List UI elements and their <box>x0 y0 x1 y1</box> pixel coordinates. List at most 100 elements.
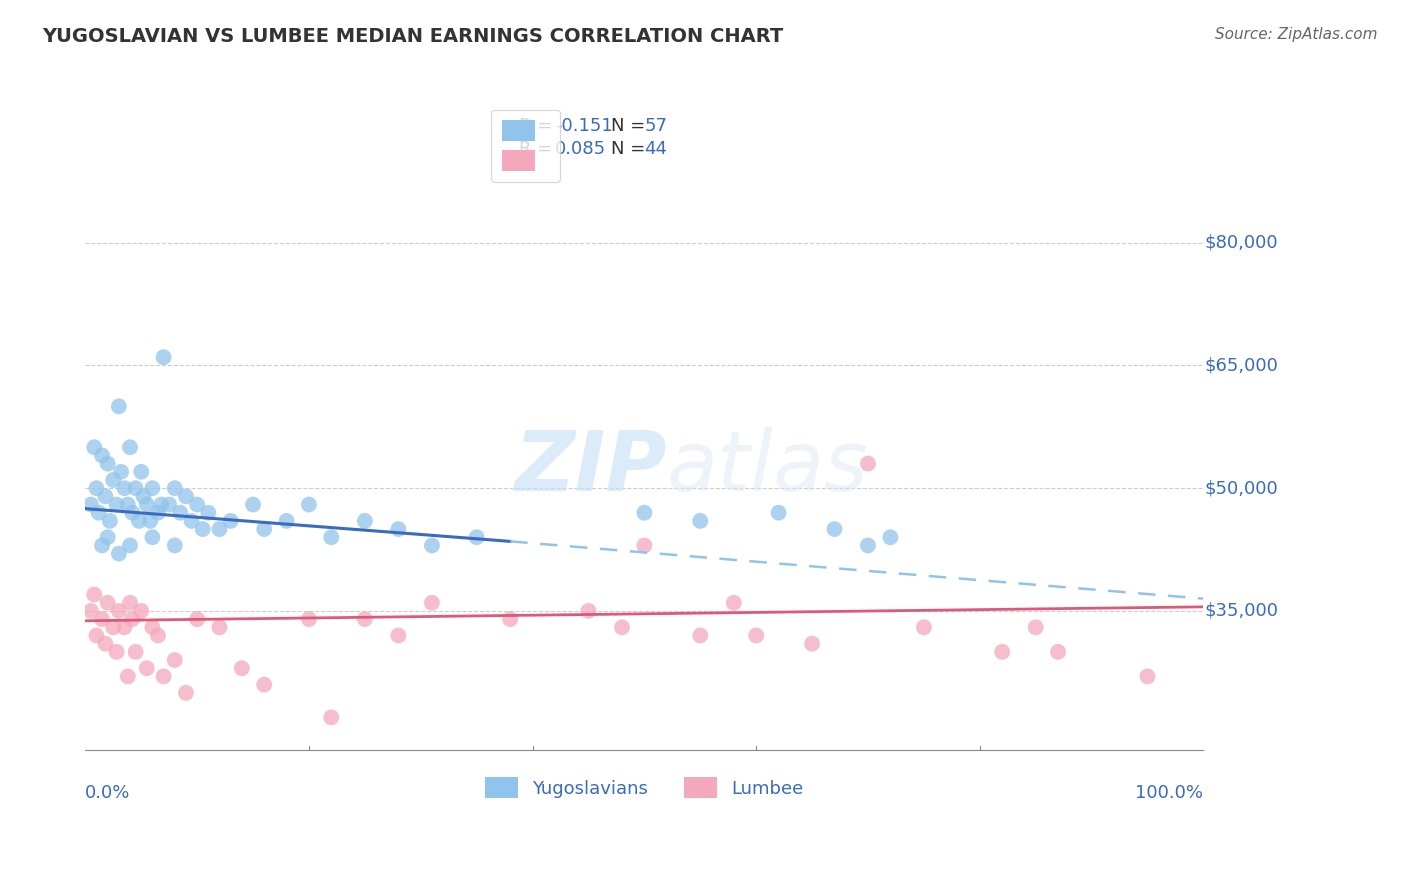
Point <box>723 596 745 610</box>
Point <box>86 481 108 495</box>
Point <box>97 457 120 471</box>
Point <box>197 506 219 520</box>
Point <box>152 669 174 683</box>
Point <box>191 522 214 536</box>
Point <box>103 620 125 634</box>
Point <box>465 530 488 544</box>
Point <box>208 620 231 634</box>
Point <box>105 645 128 659</box>
Point <box>121 612 143 626</box>
Point <box>141 481 163 495</box>
Point <box>124 645 146 659</box>
Text: $65,000: $65,000 <box>1205 357 1278 375</box>
Point <box>242 498 264 512</box>
Text: Source: ZipAtlas.com: Source: ZipAtlas.com <box>1215 27 1378 42</box>
Text: $50,000: $50,000 <box>1205 479 1278 497</box>
Point <box>87 506 110 520</box>
Point <box>186 612 208 626</box>
Point <box>118 596 141 610</box>
Point <box>353 612 375 626</box>
Point <box>745 628 768 642</box>
Point <box>387 628 409 642</box>
Point <box>174 686 197 700</box>
Point <box>633 539 655 553</box>
Text: N =: N = <box>610 117 651 135</box>
Point <box>83 588 105 602</box>
Point <box>128 514 150 528</box>
Point <box>105 498 128 512</box>
Point <box>1047 645 1070 659</box>
Point <box>98 514 121 528</box>
Point <box>633 506 655 520</box>
Point <box>121 506 143 520</box>
Point <box>94 637 117 651</box>
Legend: Yugoslavians, Lumbee: Yugoslavians, Lumbee <box>474 766 814 809</box>
Point <box>298 612 321 626</box>
Point <box>856 539 879 553</box>
Point <box>856 457 879 471</box>
Point <box>129 465 152 479</box>
Point <box>180 514 202 528</box>
Point <box>91 449 114 463</box>
Point <box>321 710 343 724</box>
Point <box>108 547 131 561</box>
Text: N =: N = <box>610 140 651 158</box>
Text: 0.085: 0.085 <box>555 140 606 158</box>
Point <box>141 530 163 544</box>
Point <box>163 653 186 667</box>
Point <box>132 489 155 503</box>
Point <box>163 481 186 495</box>
Point <box>150 498 173 512</box>
Point <box>1025 620 1047 634</box>
Point <box>114 620 136 634</box>
Point <box>139 514 162 528</box>
Point <box>321 530 343 544</box>
Text: R =: R = <box>519 117 558 135</box>
Point <box>97 596 120 610</box>
Point <box>768 506 790 520</box>
Text: ZIP: ZIP <box>515 427 666 508</box>
Point <box>253 522 276 536</box>
Point <box>94 489 117 503</box>
Point <box>117 669 139 683</box>
Text: 44: 44 <box>644 140 668 158</box>
Text: YUGOSLAVIAN VS LUMBEE MEDIAN EARNINGS CORRELATION CHART: YUGOSLAVIAN VS LUMBEE MEDIAN EARNINGS CO… <box>42 27 783 45</box>
Point <box>578 604 600 618</box>
Point <box>117 498 139 512</box>
Point <box>108 604 131 618</box>
Point <box>135 661 157 675</box>
Point <box>387 522 409 536</box>
Point <box>80 498 103 512</box>
Point <box>118 440 141 454</box>
Point <box>141 620 163 634</box>
Point <box>103 473 125 487</box>
Point <box>420 539 443 553</box>
Point <box>420 596 443 610</box>
Point <box>86 628 108 642</box>
Point <box>353 514 375 528</box>
Point <box>169 506 191 520</box>
Point <box>186 498 208 512</box>
Point <box>91 612 114 626</box>
Point <box>219 514 242 528</box>
Point <box>689 628 711 642</box>
Point <box>80 604 103 618</box>
Text: $80,000: $80,000 <box>1205 234 1278 252</box>
Text: R =: R = <box>519 140 558 158</box>
Point <box>1136 669 1159 683</box>
Point <box>157 498 180 512</box>
Point <box>912 620 935 634</box>
Point <box>108 400 131 414</box>
Text: $35,000: $35,000 <box>1205 602 1278 620</box>
Point <box>208 522 231 536</box>
Text: atlas: atlas <box>666 427 869 508</box>
Point <box>114 481 136 495</box>
Point <box>163 539 186 553</box>
Point <box>135 498 157 512</box>
Point <box>129 604 152 618</box>
Point <box>146 506 169 520</box>
Text: 57: 57 <box>644 117 668 135</box>
Point <box>146 628 169 642</box>
Point <box>110 465 132 479</box>
Point <box>879 530 901 544</box>
